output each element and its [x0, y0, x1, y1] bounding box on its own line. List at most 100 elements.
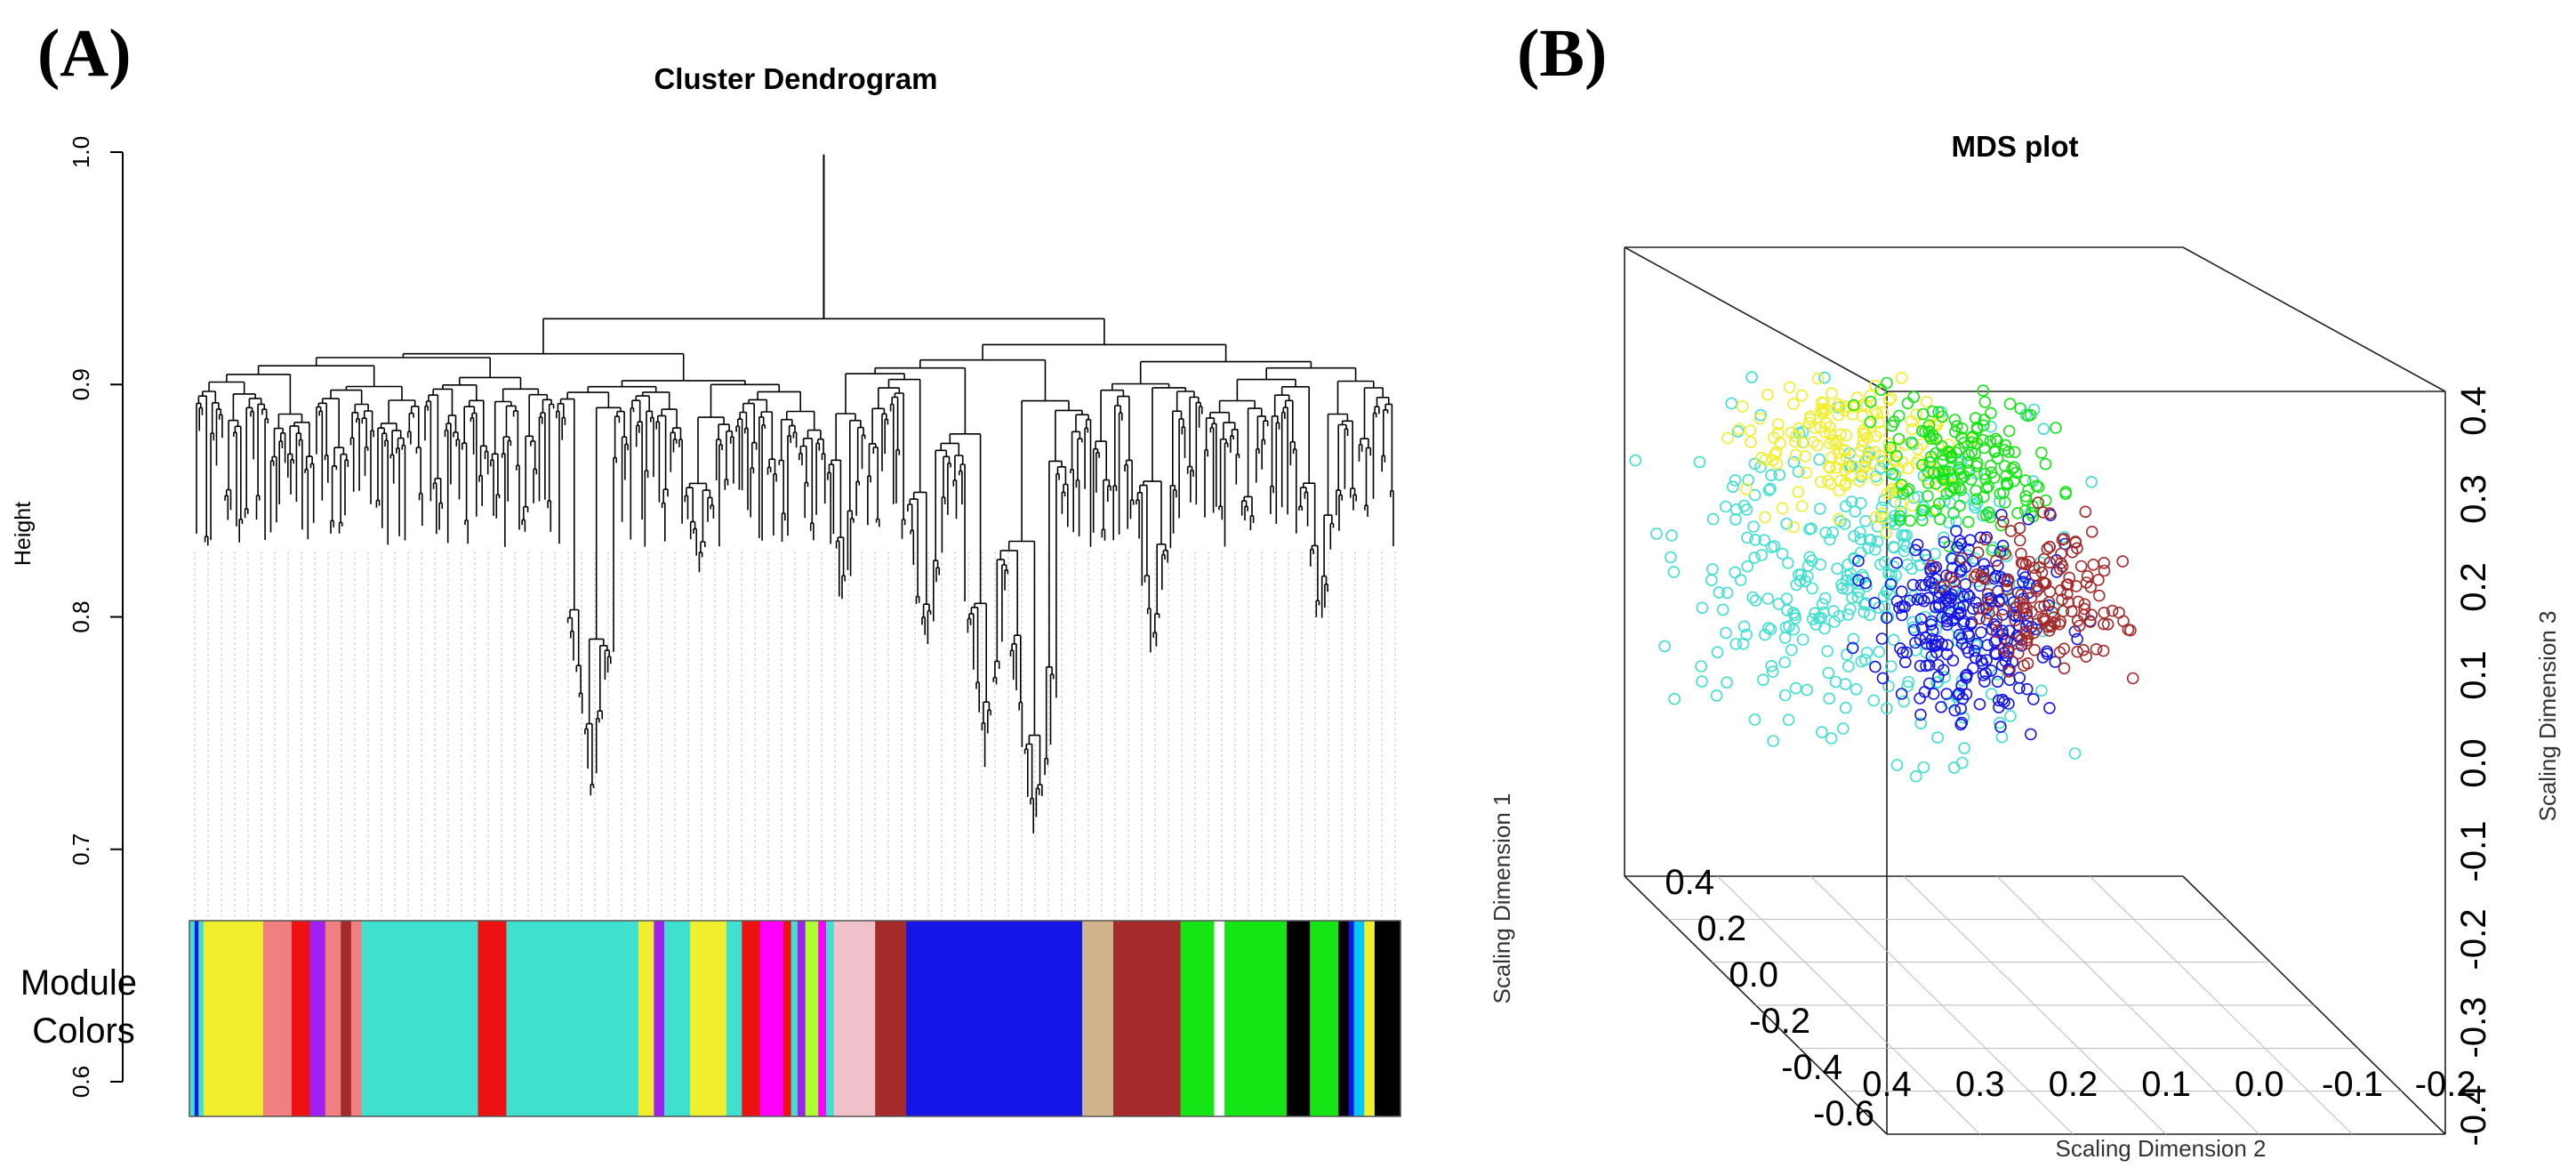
z-tick-label: 0.1 — [2454, 650, 2493, 700]
mds-point — [1978, 490, 1990, 503]
mds-point — [1960, 641, 1973, 655]
mds-point — [1907, 391, 1920, 404]
mds-point — [1841, 648, 1853, 661]
mds-point — [1759, 511, 1771, 524]
mds-point — [1789, 435, 1802, 448]
mds-point — [2079, 505, 2092, 519]
mds-point — [2078, 602, 2091, 616]
mds-point — [1969, 412, 1982, 424]
mds-point — [1759, 454, 1772, 466]
mds-point — [1705, 574, 1718, 587]
mds-point — [1894, 642, 1906, 655]
mds-point — [1824, 533, 1836, 546]
mds-point — [2078, 598, 2091, 611]
mds-point — [1864, 395, 1877, 408]
mds-point — [1875, 507, 1889, 520]
mds-point — [2080, 576, 2093, 589]
mds-point — [2085, 475, 2098, 488]
mds-point — [1884, 568, 1898, 582]
mds-point — [1950, 515, 1962, 528]
mds-point — [1783, 620, 1795, 632]
mds-point — [1911, 538, 1924, 552]
mds-point — [1968, 644, 1981, 657]
mds-point — [1882, 394, 1896, 407]
mds-point — [1857, 399, 1869, 411]
mds-point — [1848, 529, 1860, 543]
mds-point — [1966, 554, 1979, 568]
mds-point — [1985, 420, 1997, 433]
module-color-segment — [1180, 921, 1216, 1116]
mds-point — [1884, 391, 1898, 405]
mds-point — [1766, 665, 1779, 678]
mds-point — [1962, 448, 1975, 462]
mds-point — [1853, 474, 1866, 487]
mds-point — [1841, 569, 1854, 582]
mds-point — [1792, 465, 1805, 479]
mds-point — [2022, 484, 2034, 496]
mds-point — [1935, 580, 1947, 593]
mds-point — [1999, 496, 2011, 509]
mds-point — [1957, 711, 1970, 724]
mds-point — [1824, 437, 1836, 450]
mds-point — [2019, 608, 2033, 621]
mds-point — [1920, 395, 1933, 408]
x-tick-label: 0.0 — [2235, 1065, 2284, 1104]
mds-point — [2000, 469, 2013, 482]
mds-point — [1852, 554, 1865, 568]
mds-point — [1907, 590, 1920, 603]
mds-point — [2050, 422, 2062, 434]
mds-point — [1833, 512, 1845, 526]
mds-point — [1954, 718, 1967, 731]
mds-point — [1789, 681, 1802, 695]
mds-point — [1899, 656, 1912, 669]
mds-point — [1874, 383, 1888, 397]
mds-point — [2055, 557, 2067, 569]
mds-point — [2072, 595, 2084, 608]
dendrogram-leaf-lines — [194, 552, 1396, 916]
mds-point — [1955, 563, 1968, 576]
mds-point — [1706, 512, 1720, 526]
mds-point — [1736, 400, 1749, 413]
mds-point — [1947, 761, 1961, 774]
mds-point — [1912, 490, 1924, 503]
mds-point — [1858, 606, 1870, 618]
module-color-segment — [825, 921, 835, 1116]
mds-point — [1900, 646, 1914, 659]
mds-point — [1909, 636, 1922, 649]
mds-point — [1890, 449, 1903, 463]
module-color-segment — [782, 921, 792, 1116]
mds-point — [1873, 645, 1886, 658]
mds-point — [2097, 644, 2110, 657]
mds-point — [2063, 571, 2075, 584]
mds-point — [1950, 447, 1962, 459]
mds-point — [1931, 731, 1944, 744]
mds-point — [1745, 371, 1758, 383]
mds-point — [1970, 493, 1983, 505]
mds-point — [1839, 500, 1852, 513]
mds-point — [1787, 398, 1800, 410]
module-color-segment — [664, 921, 691, 1116]
mds-point — [2015, 588, 2027, 601]
mds-point — [1858, 423, 1870, 437]
mds-point — [1970, 596, 1982, 609]
mds-point — [1822, 474, 1834, 487]
mds-point — [1994, 487, 2006, 500]
mds-point — [1762, 622, 1775, 634]
module-color-segment — [1310, 921, 1339, 1116]
box-edge-tl — [1624, 246, 1888, 392]
mds-point — [1889, 495, 1902, 509]
mds-point — [1826, 526, 1839, 539]
mds-point — [1868, 596, 1881, 609]
mds-point — [1851, 591, 1865, 604]
mds-point — [1975, 569, 1987, 583]
mds-point — [2053, 646, 2066, 659]
mds-point — [1776, 547, 1789, 560]
mds-point — [2002, 574, 2015, 586]
mds-point — [1787, 520, 1800, 534]
mds-point — [1901, 397, 1914, 410]
mds-point — [1864, 389, 1876, 402]
mds-point — [1874, 558, 1887, 571]
module-color-segment — [1353, 921, 1365, 1116]
mds-point — [1977, 571, 1989, 584]
